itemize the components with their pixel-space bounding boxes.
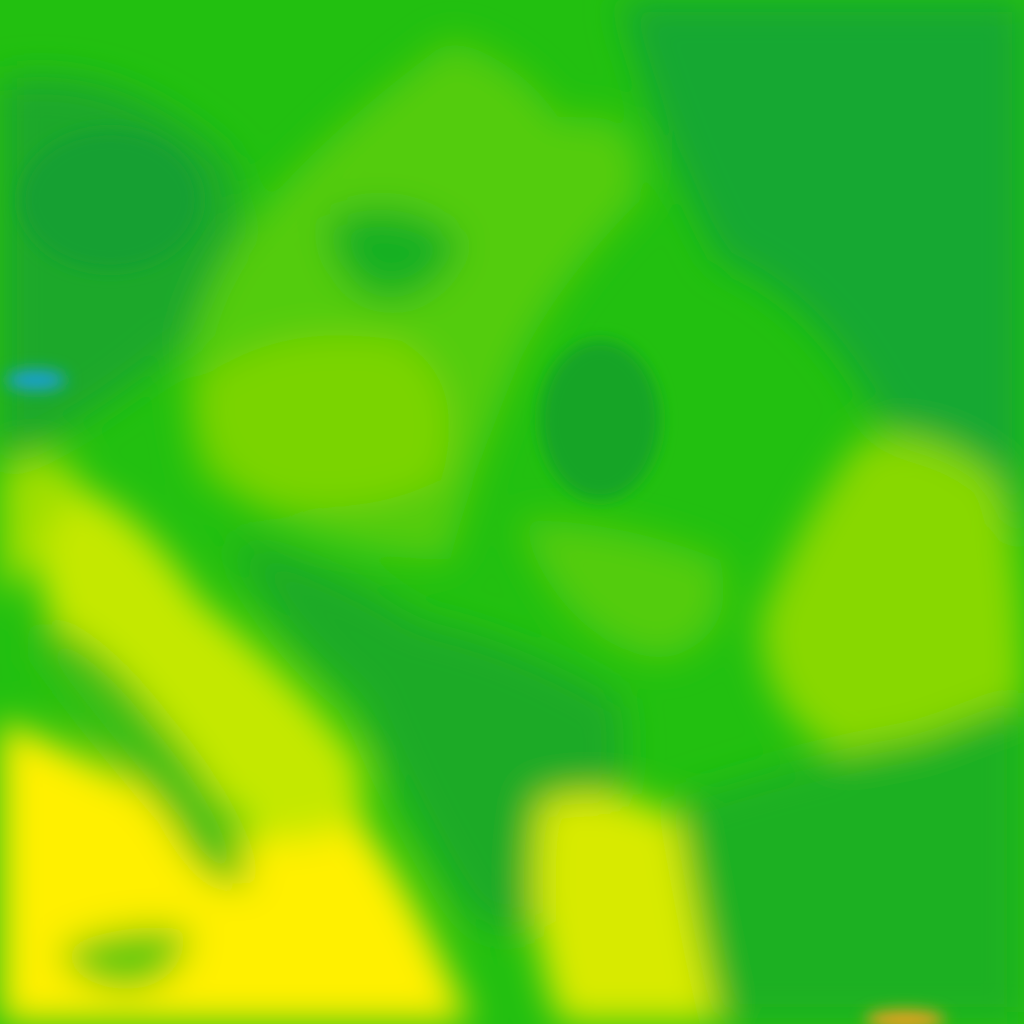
region-adriatic bbox=[33, 480, 364, 880]
region-cold-alps bbox=[6, 370, 66, 390]
region-pannonian bbox=[198, 335, 449, 507]
region-aegean bbox=[533, 793, 720, 1024]
region-dark-patch-2 bbox=[20, 130, 200, 270]
region-west-lime bbox=[0, 455, 80, 600]
region-warm-south-east bbox=[865, 1010, 945, 1024]
region-anatolia bbox=[680, 700, 1024, 1024]
region-dark-north-east bbox=[620, 0, 1024, 540]
region-dark-carpathian bbox=[330, 208, 460, 300]
region-dark-patch-1 bbox=[540, 340, 660, 500]
region-black-sea bbox=[760, 435, 1024, 760]
region-italy bbox=[40, 620, 250, 884]
region-dark-balkan bbox=[230, 540, 624, 930]
region-romania-plain bbox=[520, 520, 724, 660]
region-sicily bbox=[60, 927, 190, 990]
